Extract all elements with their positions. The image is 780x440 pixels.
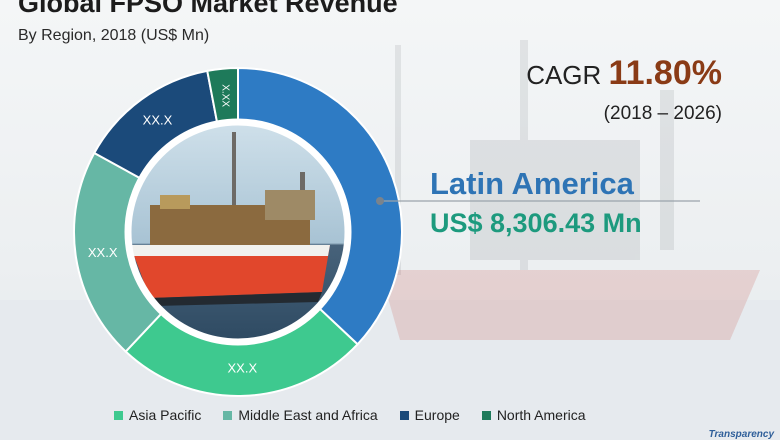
donut-inner-ring — [124, 118, 352, 346]
legend-swatch — [114, 410, 123, 420]
legend-swatch — [223, 410, 233, 420]
legend-label: Middle East and Africa — [238, 407, 378, 423]
cagr-label: CAGR — [526, 60, 602, 90]
cagr-period: (2018 – 2026) — [603, 103, 722, 124]
donut-slice-labels: XX.X XX.X XX.X X.XX — [88, 84, 258, 375]
chart-title: Global FPSO Market Revenue — [18, 0, 398, 18]
legend-swatch — [481, 410, 491, 420]
legend-label: Asia Pacific — [129, 407, 202, 423]
chart-subtitle: By Region, 2018 (US$ Mn) — [18, 27, 210, 44]
donut-slice-label: XX.X — [143, 113, 173, 128]
donut-slice-label: XX.X — [227, 360, 257, 375]
callout-connector — [376, 197, 700, 205]
donut-slice-label: XX.X — [88, 245, 118, 260]
donut-slice-label: X.XX — [219, 84, 230, 107]
legend-item-north-america: North America — [481, 407, 586, 423]
legend-item-asia-pacific: Asia Pacific — [114, 407, 201, 423]
legend-item-europe: Europe — [399, 407, 460, 423]
highlight-value: US$ 8,306.43 Mn — [430, 208, 642, 238]
brand-logo: Transparency — [708, 429, 774, 440]
highlight-region: Latin America — [430, 166, 634, 201]
legend-label: North America — [496, 407, 586, 423]
cagr-value: 11.80% — [608, 54, 722, 92]
legend-label: Europe — [414, 407, 460, 423]
chart-legend: Asia Pacific Middle East and Africa Euro… — [114, 407, 586, 423]
legend-swatch — [399, 410, 409, 420]
legend-item-middle-east-africa: Middle East and Africa — [223, 407, 378, 423]
fpso-vessel-image — [128, 122, 348, 342]
cagr-callout: CAGR 11.80% — [526, 54, 722, 93]
